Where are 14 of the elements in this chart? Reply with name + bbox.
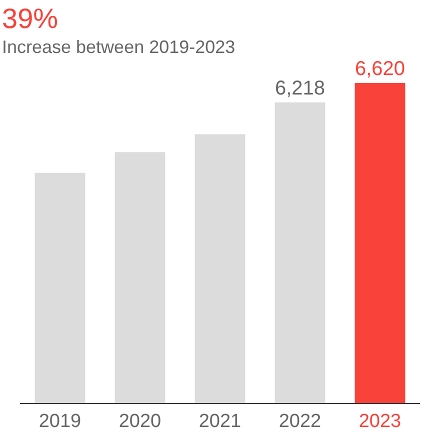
data-label: 6,218: [274, 77, 326, 100]
x-tick-label: 2021: [198, 410, 242, 432]
x-tick-label: 2019: [38, 410, 82, 432]
x-tick-label: 2020: [118, 410, 162, 432]
bar: [194, 134, 246, 403]
data-label: 6,620: [354, 58, 406, 80]
x-tick-label: 2022: [278, 410, 322, 432]
x-tick-label: 2023: [358, 410, 402, 432]
bar: [114, 152, 166, 403]
chart-title: 39%: [2, 3, 58, 34]
bar: [354, 83, 406, 403]
bar: [34, 172, 86, 403]
chart-subtitle: Increase between 2019-2023: [2, 37, 236, 57]
bar: [274, 102, 326, 403]
